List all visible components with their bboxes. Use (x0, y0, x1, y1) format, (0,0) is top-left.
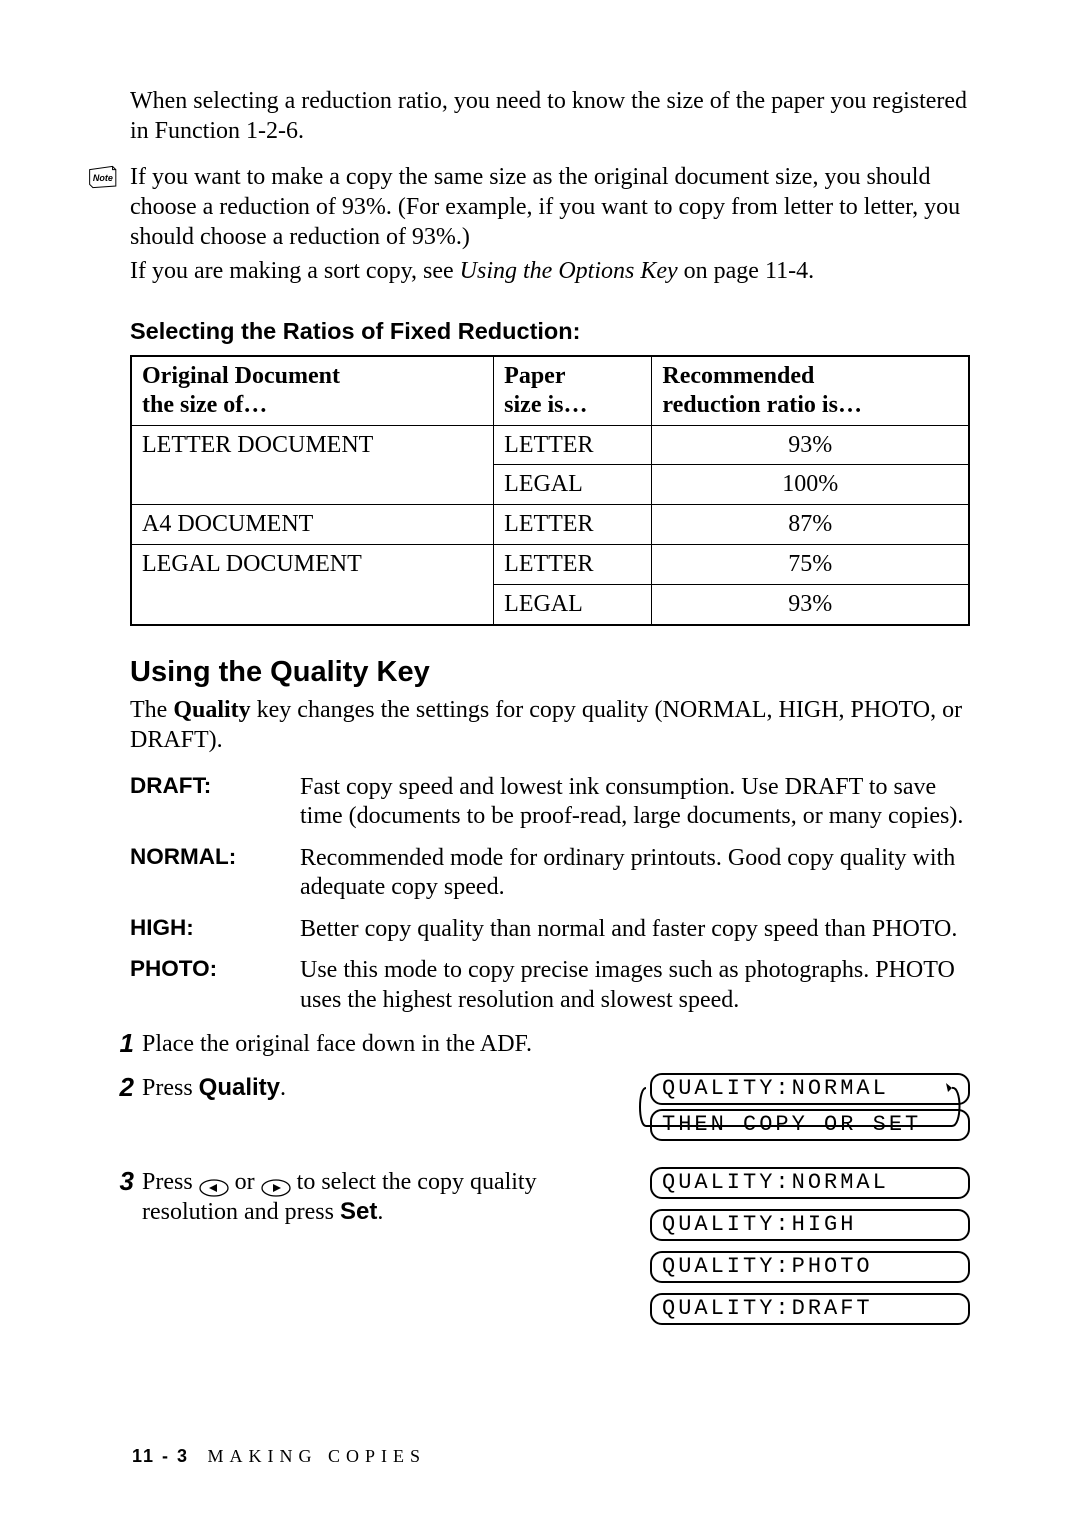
cell: 87% (652, 505, 969, 545)
th-original: Original Document the size of… (131, 356, 494, 425)
table-row: LEGAL 100% (131, 465, 969, 505)
def-draft: DRAFT: Fast copy speed and lowest ink co… (130, 773, 970, 832)
step-2: 2 Press Quality. QUALITY:NORMAL THEN COP… (130, 1073, 970, 1153)
step-text-3: Press or to select the copy quality reso… (142, 1167, 632, 1329)
left-arrow-icon (199, 1175, 229, 1193)
table-row: LEGAL DOCUMENT LETTER 75% (131, 544, 969, 584)
def-high: HIGH: Better copy quality than normal an… (130, 915, 970, 945)
note2-b: Using the Options Key (460, 258, 678, 284)
page-footer: 11 - 3 MAKING COPIES (132, 1446, 426, 1467)
step-num-3: 3 (114, 1167, 142, 1197)
note-paragraph-2: If you are making a sort copy, see Using… (130, 256, 970, 286)
table-row: LEGAL 93% (131, 584, 969, 624)
th1a: Original Document (142, 363, 340, 389)
footer-section: MAKING COPIES (208, 1446, 427, 1466)
desc-draft: Fast copy speed and lowest ink consumpti… (300, 773, 970, 832)
cell: LETTER (494, 505, 652, 545)
step-body-2: Press Quality. QUALITY:NORMAL THEN COPY … (142, 1073, 970, 1153)
note-icon: Note (88, 164, 124, 190)
term-high: HIGH: (130, 915, 300, 945)
s3e: . (377, 1199, 383, 1225)
cell: 100% (652, 465, 969, 505)
s2a: Press (142, 1075, 199, 1101)
note-paragraph-1: If you want to make a copy the same size… (130, 162, 970, 252)
desc-high: Better copy quality than normal and fast… (300, 915, 970, 945)
svg-text:Note: Note (93, 173, 113, 183)
lcd-line: QUALITY:NORMAL (650, 1073, 970, 1105)
quality-heading: Using the Quality Key (130, 656, 970, 689)
cell: LETTER DOCUMENT (131, 425, 494, 465)
def-normal: NORMAL: Recommended mode for ordinary pr… (130, 844, 970, 903)
table-row: LETTER DOCUMENT LETTER 93% (131, 425, 969, 465)
th1b: the size of… (142, 392, 267, 418)
lcd-line: QUALITY:DRAFT (650, 1293, 970, 1325)
th2b: size is… (504, 392, 587, 418)
term-photo: PHOTO: (130, 956, 300, 1015)
right-arrow-icon (261, 1175, 291, 1193)
cell: LETTER (494, 544, 652, 584)
footer-page: 11 - 3 (132, 1446, 189, 1466)
s2b: Quality (199, 1074, 280, 1101)
step-text-1: Place the original face down in the ADF. (142, 1029, 970, 1059)
step-body-1: Place the original face down in the ADF. (142, 1029, 970, 1059)
step-text-2: Press Quality. (142, 1073, 632, 1153)
s3a: Press (142, 1169, 199, 1195)
lcd-group-2: QUALITY:NORMAL QUALITY:HIGH QUALITY:PHOT… (650, 1167, 970, 1329)
lcd-group-1: QUALITY:NORMAL THEN COPY OR SET (650, 1073, 970, 1153)
th-paper: Paper size is… (494, 356, 652, 425)
definitions: DRAFT: Fast copy speed and lowest ink co… (130, 773, 970, 1016)
th2a: Paper (504, 363, 565, 389)
steps-list: 1 Place the original face down in the AD… (130, 1029, 970, 1329)
lcd-line: QUALITY:NORMAL (650, 1167, 970, 1199)
step-num-2: 2 (114, 1073, 142, 1103)
cell-empty (131, 584, 494, 624)
note-text-wrapper: If you want to make a copy the same size… (130, 162, 970, 290)
qi-a: The (130, 697, 173, 723)
cell: LEGAL (494, 584, 652, 624)
desc-photo: Use this mode to copy precise images suc… (300, 956, 970, 1015)
page-content: When selecting a reduction ratio, you ne… (0, 0, 1080, 1383)
term-normal: NORMAL: (130, 844, 300, 903)
lcd-line: THEN COPY OR SET (650, 1109, 970, 1141)
cell: 93% (652, 425, 969, 465)
term-draft: DRAFT: (130, 773, 300, 832)
quality-intro: The Quality key changes the settings for… (130, 695, 970, 755)
step-num-1: 1 (114, 1029, 142, 1059)
table-row: A4 DOCUMENT LETTER 87% (131, 505, 969, 545)
th3a: Recommended (662, 363, 814, 389)
reduction-table: Original Document the size of… Paper siz… (130, 355, 970, 626)
lcd-pair-top: QUALITY:NORMAL THEN COPY OR SET (650, 1073, 970, 1145)
step-3: 3 Press or to select the copy quality re… (130, 1167, 970, 1329)
step-1: 1 Place the original face down in the AD… (130, 1029, 970, 1059)
cell-empty (131, 465, 494, 505)
lcd-line: QUALITY:HIGH (650, 1209, 970, 1241)
th3b: reduction ratio is… (662, 392, 862, 418)
th-ratio: Recommended reduction ratio is… (652, 356, 969, 425)
cell: 75% (652, 544, 969, 584)
note-block: Note If you want to make a copy the same… (130, 162, 970, 290)
s3d: Set (340, 1198, 377, 1225)
qi-c: key changes the settings for copy qualit… (130, 697, 962, 753)
qi-b: Quality (173, 697, 250, 723)
table-heading: Selecting the Ratios of Fixed Reduction: (130, 318, 970, 345)
table-header-row: Original Document the size of… Paper siz… (131, 356, 969, 425)
def-photo: PHOTO: Use this mode to copy precise ima… (130, 956, 970, 1015)
cell: LEGAL (494, 465, 652, 505)
s3b: or (229, 1169, 261, 1195)
cell: A4 DOCUMENT (131, 505, 494, 545)
desc-normal: Recommended mode for ordinary printouts.… (300, 844, 970, 903)
intro-paragraph-1: When selecting a reduction ratio, you ne… (130, 86, 970, 146)
cell: LEGAL DOCUMENT (131, 544, 494, 584)
note2-c: on page 11-4. (678, 258, 814, 284)
lcd-line: QUALITY:PHOTO (650, 1251, 970, 1283)
cell: 93% (652, 584, 969, 624)
s2c: . (280, 1075, 286, 1101)
cell: LETTER (494, 425, 652, 465)
step-body-3: Press or to select the copy quality reso… (142, 1167, 970, 1329)
note2-a: If you are making a sort copy, see (130, 258, 460, 284)
